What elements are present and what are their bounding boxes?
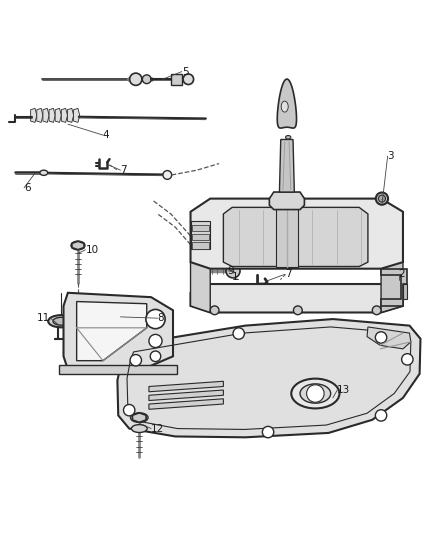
Ellipse shape (286, 135, 291, 139)
Ellipse shape (71, 241, 85, 250)
Text: 5: 5 (182, 67, 188, 77)
Circle shape (142, 75, 151, 84)
Circle shape (124, 405, 135, 416)
Polygon shape (37, 108, 43, 123)
Polygon shape (276, 203, 298, 266)
Polygon shape (64, 293, 173, 369)
Circle shape (375, 332, 387, 343)
Polygon shape (77, 302, 147, 361)
Polygon shape (279, 140, 294, 192)
Text: 2: 2 (399, 269, 405, 279)
Circle shape (307, 385, 324, 402)
Polygon shape (171, 74, 182, 85)
Text: 10: 10 (85, 245, 99, 255)
Circle shape (372, 306, 381, 314)
Polygon shape (191, 284, 403, 312)
Polygon shape (269, 192, 304, 209)
Circle shape (378, 195, 385, 202)
Circle shape (233, 328, 244, 339)
Ellipse shape (131, 425, 147, 432)
Text: 12: 12 (151, 424, 164, 433)
Circle shape (130, 354, 141, 366)
Ellipse shape (40, 170, 48, 175)
Circle shape (226, 264, 240, 278)
Ellipse shape (53, 317, 70, 325)
Circle shape (402, 354, 413, 365)
Polygon shape (149, 390, 223, 400)
Polygon shape (67, 108, 74, 123)
Text: 13: 13 (337, 385, 350, 395)
Polygon shape (192, 243, 209, 249)
Circle shape (183, 74, 194, 85)
Ellipse shape (48, 315, 74, 327)
Polygon shape (31, 108, 37, 123)
Polygon shape (132, 413, 146, 422)
Text: 4: 4 (103, 130, 110, 140)
Polygon shape (191, 199, 403, 269)
Text: 7: 7 (120, 165, 127, 175)
Circle shape (130, 73, 142, 85)
Text: 11: 11 (37, 313, 50, 323)
Circle shape (376, 192, 388, 205)
Polygon shape (149, 381, 223, 392)
Polygon shape (43, 108, 49, 123)
Polygon shape (403, 284, 407, 300)
Polygon shape (117, 319, 420, 437)
Ellipse shape (131, 413, 148, 423)
Polygon shape (74, 108, 80, 123)
Polygon shape (61, 108, 67, 123)
Polygon shape (72, 241, 84, 249)
Polygon shape (381, 269, 407, 306)
Circle shape (293, 306, 302, 314)
Circle shape (210, 306, 219, 314)
Polygon shape (55, 108, 61, 123)
Polygon shape (192, 225, 209, 231)
Circle shape (146, 310, 165, 329)
Text: 3: 3 (388, 151, 394, 161)
Polygon shape (49, 108, 55, 123)
Polygon shape (381, 262, 403, 312)
Circle shape (149, 334, 162, 348)
Text: 6: 6 (24, 183, 31, 192)
Ellipse shape (281, 101, 288, 112)
Polygon shape (59, 365, 177, 374)
Polygon shape (277, 79, 297, 128)
Text: 1: 1 (232, 272, 239, 282)
Text: 7: 7 (285, 269, 291, 279)
Polygon shape (191, 262, 210, 312)
Polygon shape (223, 207, 368, 266)
Text: 8: 8 (158, 313, 164, 323)
Ellipse shape (300, 384, 331, 403)
Circle shape (150, 351, 161, 361)
Polygon shape (192, 233, 209, 240)
Circle shape (262, 426, 274, 438)
Ellipse shape (291, 378, 339, 408)
Text: 9: 9 (228, 266, 234, 276)
Circle shape (163, 171, 172, 179)
Polygon shape (367, 327, 411, 349)
Polygon shape (149, 399, 223, 409)
Circle shape (375, 410, 387, 421)
Polygon shape (191, 221, 210, 249)
